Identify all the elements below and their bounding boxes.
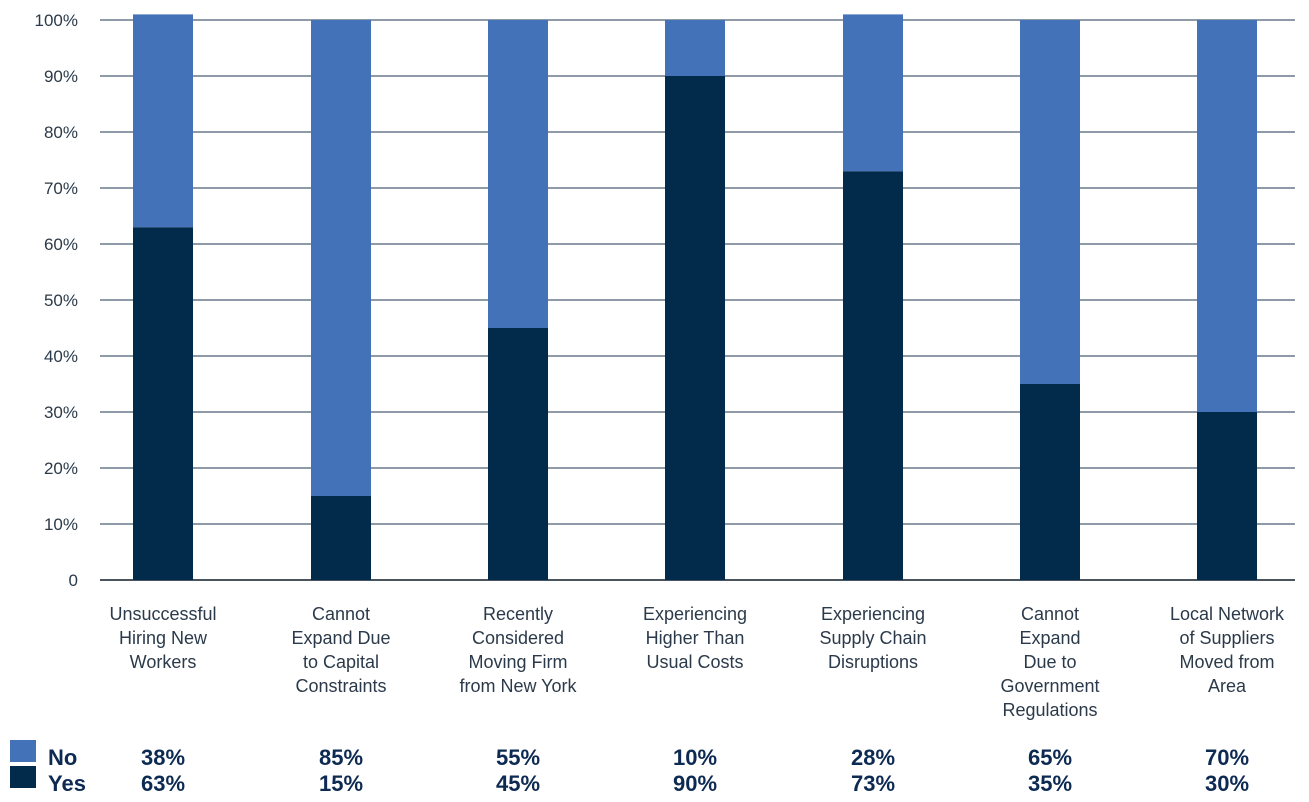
bar-no <box>665 20 725 76</box>
value-label-no: 55% <box>496 745 540 770</box>
x-category-label: Experiencing Higher Than Usual Costs <box>643 604 747 672</box>
value-label-yes: 73% <box>851 771 895 796</box>
y-tick-label: 10% <box>44 515 78 534</box>
x-category-label-line: Moved from <box>1179 652 1274 672</box>
y-tick-label: 80% <box>44 123 78 142</box>
y-tick-label: 60% <box>44 235 78 254</box>
y-tick-label: 70% <box>44 179 78 198</box>
x-category-label: Experiencing Supply Chain Disruptions <box>819 604 926 672</box>
value-label-yes: 45% <box>496 771 540 796</box>
value-label-yes: 35% <box>1028 771 1072 796</box>
x-category-label-line: of Suppliers <box>1179 628 1274 648</box>
x-category-label-line: to Capital <box>303 652 379 672</box>
bar-no <box>843 14 903 172</box>
legend-label-no: No <box>48 745 77 770</box>
x-category-label-line: Cannot <box>312 604 370 624</box>
legend-swatch-no <box>10 740 36 762</box>
x-category-label: Cannot Expand Due to Government Regulations <box>1000 604 1099 720</box>
value-label-yes: 63% <box>141 771 185 796</box>
x-category-label-line: Workers <box>130 652 197 672</box>
bar-yes <box>488 328 548 580</box>
value-label-no: 70% <box>1205 745 1249 770</box>
x-category-label-line: Higher Than <box>646 628 745 648</box>
y-tick-label: 0 <box>69 571 78 590</box>
x-category-label: Unsuccessful Hiring New Workers <box>109 604 216 672</box>
x-category-label-line: Moving Firm <box>468 652 567 672</box>
x-category-label-line: Government <box>1000 676 1099 696</box>
y-tick-label: 40% <box>44 347 78 366</box>
x-category-label-line: Recently <box>483 604 553 624</box>
value-label-yes: 90% <box>673 771 717 796</box>
x-category-label-line: Disruptions <box>828 652 918 672</box>
x-category-label-line: from New York <box>459 676 577 696</box>
y-tick-label: 50% <box>44 291 78 310</box>
bar-no <box>1020 20 1080 384</box>
bar-no <box>133 14 193 228</box>
x-category-label-line: Regulations <box>1002 700 1097 720</box>
bar-no <box>311 20 371 496</box>
value-label-no: 85% <box>319 745 363 770</box>
x-category-label-line: Considered <box>472 628 564 648</box>
x-category-label-line: Expand <box>1019 628 1080 648</box>
bar-yes <box>1020 384 1080 580</box>
x-category-label-line: Expand Due <box>291 628 390 648</box>
value-label-no: 28% <box>851 745 895 770</box>
value-label-no: 38% <box>141 745 185 770</box>
x-category-label-line: Experiencing <box>643 604 747 624</box>
x-category-label-line: Experiencing <box>821 604 925 624</box>
bar-yes <box>133 227 193 580</box>
x-category-label-line: Hiring New <box>119 628 208 648</box>
x-category-label: Recently Considered Moving Firm from New Yo… <box>459 604 577 696</box>
value-label-yes: 15% <box>319 771 363 796</box>
bar-yes <box>843 171 903 580</box>
x-category-label: Local Network of Suppliers Moved from Area <box>1170 604 1285 696</box>
y-tick-label: 20% <box>44 459 78 478</box>
x-category-label-line: Constraints <box>295 676 386 696</box>
legend-swatch-yes <box>10 766 36 788</box>
bar-no <box>1197 20 1257 412</box>
bar-no <box>488 20 548 328</box>
x-category-label-line: Cannot <box>1021 604 1079 624</box>
x-category-label-line: Supply Chain <box>819 628 926 648</box>
y-tick-label: 100% <box>35 11 78 30</box>
x-category-label-line: Unsuccessful <box>109 604 216 624</box>
x-category-label-line: Area <box>1208 676 1247 696</box>
x-category-label-line: Local Network <box>1170 604 1285 624</box>
value-label-yes: 30% <box>1205 771 1249 796</box>
value-label-no: 10% <box>673 745 717 770</box>
bar-yes <box>665 76 725 580</box>
x-category-label-line: Usual Costs <box>646 652 743 672</box>
legend-label-yes: Yes <box>48 771 86 796</box>
y-tick-label: 30% <box>44 403 78 422</box>
bar-yes <box>311 496 371 580</box>
x-category-label: Cannot Expand Due to Capital Constraints <box>291 604 390 696</box>
bar-yes <box>1197 412 1257 580</box>
x-category-label-line: Due to <box>1023 652 1076 672</box>
value-label-no: 65% <box>1028 745 1072 770</box>
y-tick-label: 90% <box>44 67 78 86</box>
